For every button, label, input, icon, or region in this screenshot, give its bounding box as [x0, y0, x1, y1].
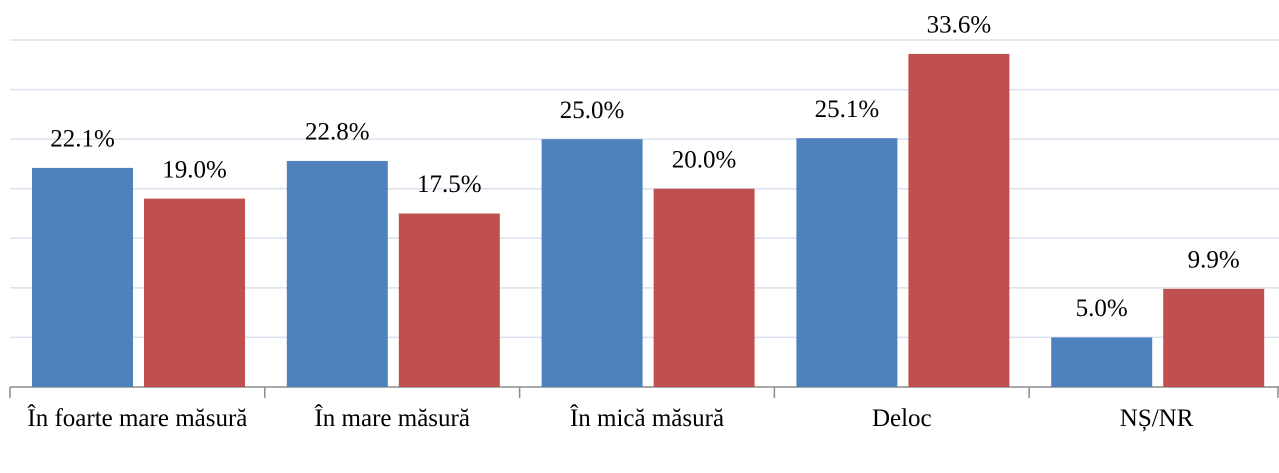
x-tick-label: NȘ/NR	[1119, 405, 1194, 432]
bar	[908, 53, 1010, 387]
data-label: 22.8%	[305, 119, 370, 146]
bar	[144, 198, 245, 387]
data-label: 22.1%	[50, 126, 115, 153]
bar	[1163, 288, 1265, 387]
x-tick-label: În mare măsură	[314, 405, 470, 432]
bar	[398, 213, 500, 387]
data-label: 17.5%	[417, 171, 482, 198]
x-tick-label: În foarte mare măsură	[27, 405, 248, 432]
bar	[1051, 337, 1153, 387]
bar	[796, 138, 898, 387]
data-label: 19.0%	[162, 156, 227, 183]
data-label: 5.0%	[1076, 295, 1128, 322]
data-label: 9.9%	[1188, 247, 1240, 274]
data-label: 25.0%	[560, 97, 625, 124]
data-label: 25.1%	[815, 96, 880, 123]
x-tick-label: Deloc	[871, 405, 932, 432]
data-label: 33.6%	[927, 12, 992, 39]
bar	[541, 139, 643, 387]
bar	[653, 188, 755, 387]
bar	[32, 167, 133, 387]
bar	[286, 160, 388, 387]
data-label: 20.0%	[672, 146, 737, 173]
x-tick-label: În mică măsură	[569, 405, 725, 432]
